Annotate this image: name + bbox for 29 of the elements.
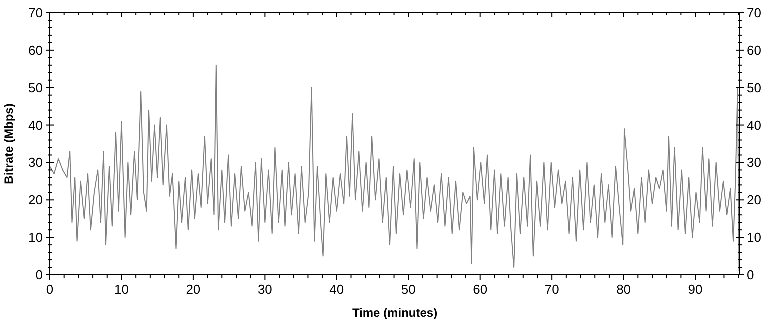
y-tick-label: 30 [28,155,43,170]
y-tick-label: 70 [28,6,43,20]
x-tick-label: 90 [688,282,703,297]
y2-tick-label: 20 [747,192,762,208]
line-series [50,64,740,272]
y2-tick-label: 60 [747,42,762,58]
y2-tick-label: 10 [747,230,762,246]
y2-tick-label: 30 [747,155,762,170]
x-tick-label: 10 [114,282,129,297]
y-tick-label: 40 [28,118,43,133]
x-tick-label: 20 [186,282,201,297]
y-tick-label: 0 [36,268,43,282]
x-tick-label: 80 [616,282,632,297]
x-tick-label: 0 [46,282,54,297]
y-tick-label: 20 [28,192,43,208]
x-tick-label: 30 [258,282,272,297]
x-tick-label: 70 [544,282,560,297]
y-tick-label: 10 [28,230,43,246]
y2-tick-label: 70 [747,6,762,20]
x-axis-title: Time (minutes) [352,306,438,320]
x-tick-label: 40 [330,282,344,297]
y-tick-label: 50 [28,80,43,96]
y2-tick-label: 0 [747,268,754,282]
y2-tick-label: 50 [747,80,762,96]
y-tick-label: 60 [28,42,43,58]
x-tick-label: 50 [401,282,416,297]
x-tick-label: 60 [473,282,488,297]
y-axis-title: Bitrate (Mbps) [2,104,16,184]
y2-tick-label: 40 [747,118,762,133]
